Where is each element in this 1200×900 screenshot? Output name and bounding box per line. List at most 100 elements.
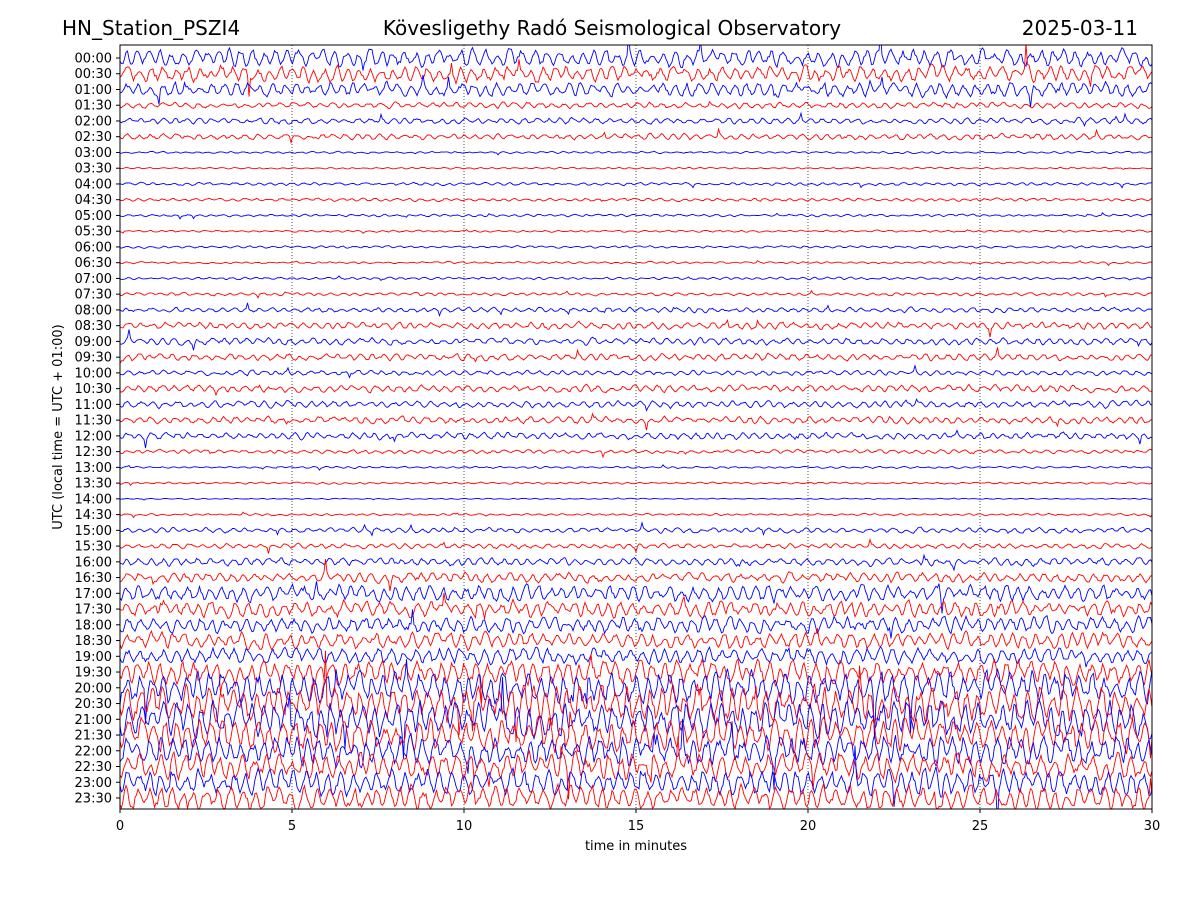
- y-tick-label: 20:30: [75, 697, 112, 712]
- station-name: HN_Station_PSZI4: [62, 16, 240, 40]
- trace-1800: [120, 609, 1152, 639]
- y-tick-label: 05:00: [75, 209, 112, 224]
- y-tick-label: 05:30: [75, 225, 112, 240]
- y-tick-label: 00:30: [75, 67, 112, 82]
- trace-2030: [120, 650, 1152, 743]
- trace-2200: [120, 718, 1152, 790]
- trace-1200: [120, 429, 1152, 449]
- trace-0200: [120, 111, 1152, 128]
- trace-0630: [120, 259, 1152, 267]
- x-axis-label: time in minutes: [585, 839, 687, 854]
- trace-2130: [120, 711, 1152, 759]
- y-tick-label: 11:30: [75, 414, 112, 429]
- trace-0130: [120, 100, 1152, 110]
- date-label: 2025-03-11: [1022, 16, 1138, 40]
- y-tick-label: 09:30: [75, 351, 112, 366]
- x-tick-label: 0: [116, 819, 124, 834]
- trace-0530: [120, 229, 1152, 234]
- trace-0100: [120, 74, 1152, 108]
- y-tick-label: 13:30: [75, 477, 112, 492]
- y-tick-label: 03:30: [75, 162, 112, 177]
- y-tick-label: 01:30: [75, 99, 112, 114]
- trace-1700: [120, 581, 1152, 614]
- y-tick-label: 10:00: [75, 366, 112, 381]
- y-tick-label: 04:30: [75, 193, 112, 208]
- y-tick-label: 02:00: [75, 114, 112, 129]
- trace-0930: [120, 347, 1152, 364]
- y-tick-label: 09:00: [75, 335, 112, 350]
- trace-1300: [120, 464, 1152, 471]
- y-tick-label: 12:00: [75, 429, 112, 444]
- trace-0300: [120, 150, 1152, 156]
- trace-1030: [120, 383, 1152, 397]
- trace-2000: [120, 659, 1152, 739]
- y-tick-label: 01:00: [75, 83, 112, 98]
- y-tick-label: 23:30: [75, 792, 112, 807]
- y-tick-label: 20:00: [75, 681, 112, 696]
- y-tick-label: 02:30: [75, 130, 112, 145]
- y-tick-label: 18:30: [75, 634, 112, 649]
- trace-1230: [120, 448, 1152, 459]
- y-tick-label: 16:00: [75, 555, 112, 570]
- trace-2330: [120, 778, 1152, 809]
- trace-1100: [120, 398, 1152, 412]
- trace-1530: [120, 537, 1152, 554]
- y-tick-label: 14:00: [75, 492, 112, 507]
- x-tick-label: 15: [628, 819, 645, 834]
- trace-0730: [120, 289, 1152, 299]
- trace-0430: [120, 197, 1152, 202]
- chart-title: Kövesligethy Radó Seismological Observat…: [383, 16, 841, 40]
- trace-0800: [120, 302, 1152, 318]
- y-tick-label: 23:00: [75, 776, 112, 791]
- trace-0400: [120, 181, 1152, 189]
- trace-1130: [120, 412, 1152, 431]
- trace-2100: [120, 677, 1152, 759]
- y-tick-label: 10:30: [75, 382, 112, 397]
- trace-0330: [120, 166, 1152, 170]
- trace-0900: [120, 329, 1152, 351]
- trace-0230: [120, 127, 1152, 145]
- trace-0000: [120, 45, 1152, 71]
- trace-0030: [120, 45, 1152, 97]
- y-tick-label: 17:00: [75, 587, 112, 602]
- y-tick-label: 12:30: [75, 445, 112, 460]
- trace-0700: [120, 275, 1152, 282]
- y-tick-label: 21:00: [75, 713, 112, 728]
- y-tick-label: 13:00: [75, 461, 112, 476]
- trace-1500: [120, 521, 1152, 537]
- y-tick-label: 11:00: [75, 398, 112, 413]
- y-tick-label: 22:00: [75, 744, 112, 759]
- y-tick-label: 15:00: [75, 524, 112, 539]
- y-tick-label: 19:30: [75, 666, 112, 681]
- trace-1400: [120, 497, 1152, 501]
- y-tick-label: 00:00: [75, 52, 112, 67]
- y-tick-label: 03:00: [75, 146, 112, 161]
- y-tick-label: 17:30: [75, 603, 112, 618]
- trace-0600: [120, 245, 1152, 249]
- y-tick-label: 18:00: [75, 618, 112, 633]
- y-tick-label: 19:00: [75, 650, 112, 665]
- y-tick-label: 07:30: [75, 288, 112, 303]
- x-tick-label: 10: [456, 819, 473, 834]
- y-tick-label: 07:00: [75, 272, 112, 287]
- y-tick-label: 06:30: [75, 256, 112, 271]
- y-tick-label: 14:30: [75, 508, 112, 523]
- y-tick-label: 22:30: [75, 760, 112, 775]
- x-tick-label: 20: [800, 819, 817, 834]
- trace-1830: [120, 628, 1152, 652]
- y-axis-label: UTC (local time = UTC + 01:00): [51, 324, 66, 529]
- y-tick-label: 15:30: [75, 540, 112, 555]
- trace-1730: [120, 592, 1152, 620]
- y-tick-label: 21:30: [75, 729, 112, 744]
- y-tick-label: 04:00: [75, 177, 112, 192]
- trace-2230: [120, 736, 1152, 800]
- x-tick-label: 25: [972, 819, 989, 834]
- x-axis: 0 5 10 15 20 25 30: [116, 809, 1160, 834]
- trace-1600: [120, 553, 1152, 572]
- y-axis: 00:0000:3001:0001:3002:0002:3003:0003:30…: [75, 52, 120, 807]
- trace-1630: [120, 559, 1152, 592]
- trace-1930: [120, 654, 1152, 704]
- traces: [120, 45, 1152, 809]
- trace-1000: [120, 365, 1152, 379]
